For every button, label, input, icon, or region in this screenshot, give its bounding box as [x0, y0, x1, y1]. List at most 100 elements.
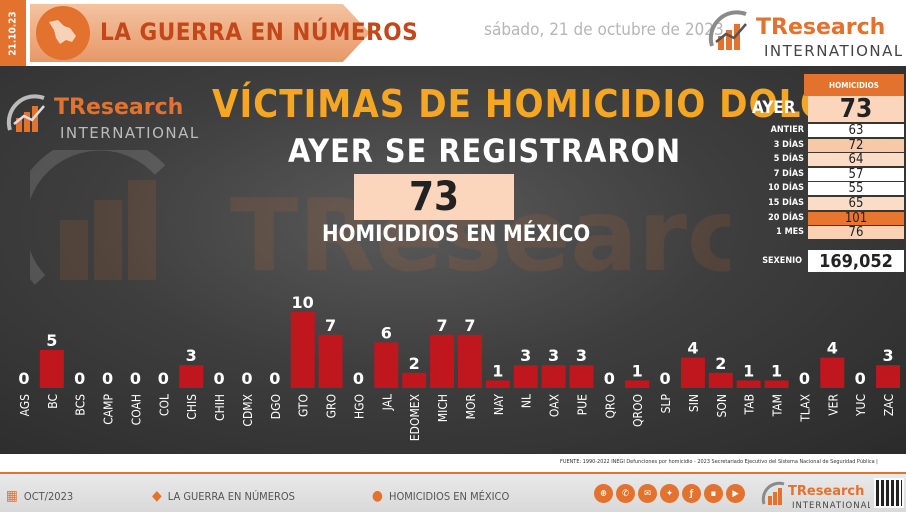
footer: ▦ OCT/2023 ◆ LA GUERRA EN NÚMEROS ● HOMI… — [0, 472, 906, 512]
stat-value: 65 — [808, 197, 904, 210]
footer-topic: ● HOMICIDIOS EN MÉXICO — [372, 488, 509, 504]
value-label: 0 — [799, 369, 810, 388]
watermark-logo: TResearch — [30, 150, 730, 294]
value-label: 7 — [464, 316, 475, 335]
main-title: VÍCTIMAS DE HOMICIDIO DOLOSO — [212, 82, 886, 126]
value-label: 0 — [18, 369, 29, 388]
linkedin-icon[interactable]: ▪ — [704, 484, 723, 503]
stat-label: 3 DÍAS — [773, 139, 804, 150]
stat-label: ANTIER — [770, 125, 804, 135]
category-label: HGO — [352, 394, 366, 419]
banner-title: LA GUERRA EN NÚMEROS — [100, 18, 419, 46]
twitter-icon[interactable]: ✦ — [660, 484, 679, 503]
value-label: 4 — [827, 339, 838, 358]
category-label: PUE — [575, 394, 589, 415]
calendar-icon: ▦ — [6, 488, 18, 504]
value-label: 3 — [882, 346, 893, 365]
stat-label: 10 DÍAS — [768, 183, 804, 194]
bar-gto — [290, 312, 315, 388]
footer-month: ▦ OCT/2023 — [6, 488, 73, 504]
bar-son — [708, 372, 733, 388]
web-icon[interactable]: ⊕ — [594, 484, 613, 503]
source-note: FUENTE: 1990-2022 INEGI Defunciones por … — [560, 459, 878, 465]
state-bar-chart: 0 AGS 5 BC 0 BCS 0 CAMP 0 COAH 0 COL 3 CHIS 0 CHIH 0 CDMX… — [18, 293, 901, 441]
social-icons: ⊕ ✆ ✉ ✦ ƒ ▪ ▶ — [594, 484, 745, 503]
category-label: QROO — [631, 394, 645, 427]
mail-icon[interactable]: ✉ — [638, 484, 657, 503]
footer-section: ◆ LA GUERRA EN NÚMEROS — [152, 488, 295, 504]
value-label: 6 — [381, 323, 392, 342]
youtube-icon[interactable]: ▶ — [726, 484, 745, 503]
category-label: TLAX — [798, 393, 812, 422]
stat-value: 63 — [808, 124, 904, 137]
category-label: SON — [715, 394, 729, 417]
bar-edomex — [402, 372, 427, 388]
phone-icon[interactable]: ✆ — [616, 484, 635, 503]
value-label: 0 — [158, 369, 169, 388]
value-label: 4 — [687, 339, 698, 358]
category-label: CDMX — [241, 393, 255, 426]
category-label: COAH — [129, 394, 143, 425]
category-label: GTO — [297, 394, 311, 417]
footer-section-label: LA GUERRA EN NÚMEROS — [167, 489, 295, 503]
category-label: SIN — [687, 394, 701, 412]
value-label: 7 — [436, 316, 447, 335]
category-label: VER — [826, 394, 840, 416]
stat-value: 76 — [808, 226, 904, 240]
bar-zac — [876, 365, 901, 388]
category-label: SLP — [659, 394, 673, 414]
category-label: TAB — [743, 394, 757, 415]
category-label: JAL — [380, 394, 394, 411]
footer-logo: TResearch INTERNATIONAL — [761, 481, 870, 511]
value-label: 3 — [548, 346, 559, 365]
value-label: 0 — [659, 369, 670, 388]
bar-chis — [179, 365, 204, 388]
stat-value: 101 — [808, 211, 904, 225]
value-label: 3 — [576, 346, 587, 365]
bar-mich — [430, 334, 455, 388]
value-label: 0 — [102, 369, 113, 388]
panel-logo-sub-text: INTERNATIONAL — [60, 124, 200, 142]
stat-value: 55 — [808, 182, 904, 196]
value-label: 2 — [715, 354, 726, 373]
category-label: MICH — [436, 394, 450, 422]
stat-label: 5 DÍAS — [773, 154, 804, 165]
category-label: QRO — [603, 394, 617, 419]
logo-sub-text: INTERNATIONAL — [764, 42, 902, 60]
value-label: 1 — [743, 361, 754, 380]
value-label: 1 — [771, 361, 782, 380]
category-label: CHIH — [213, 394, 227, 421]
stat-label: 7 DÍAS — [773, 168, 804, 179]
ayer-value: 73 — [808, 94, 904, 124]
value-label: 10 — [292, 293, 314, 312]
tresearch-logo: TResearch INTERNATIONAL — [708, 10, 902, 60]
value-label: 0 — [269, 369, 280, 388]
total-value: 73 — [354, 174, 514, 220]
category-label: NL — [520, 394, 534, 408]
category-label: DGO — [269, 394, 283, 419]
category-label: YUC — [854, 394, 868, 417]
sexenio-value: 169,052 — [808, 250, 904, 272]
ayer-label: AYER — [752, 98, 796, 118]
facebook-icon[interactable]: ƒ — [682, 484, 701, 503]
value-label: 1 — [632, 361, 643, 380]
footer-logo-sub: INTERNATIONAL — [792, 501, 870, 511]
category-label: NAY — [492, 394, 506, 416]
value-label: 2 — [409, 354, 420, 373]
value-label: 0 — [241, 369, 252, 388]
category-label: CHIS — [185, 394, 199, 420]
bar-tab — [736, 380, 761, 388]
bar-gro — [318, 334, 343, 388]
category-label: AGS — [18, 394, 32, 417]
logo-main-text: TResearch — [756, 15, 885, 40]
category-label: TAM — [771, 394, 785, 417]
header: 21.10.23 LA GUERRA EN NÚMEROS sábado, 21… — [0, 0, 906, 66]
map-marker-icon: ◆ — [152, 488, 162, 504]
value-label: 7 — [325, 316, 336, 335]
main-panel — [0, 66, 906, 454]
qr-code[interactable] — [874, 478, 904, 508]
total-caption: HOMICIDIOS EN MÉXICO — [322, 222, 591, 247]
stat-value: 64 — [808, 153, 904, 167]
tresearch-logo-panel: TResearch INTERNATIONAL — [6, 94, 200, 142]
